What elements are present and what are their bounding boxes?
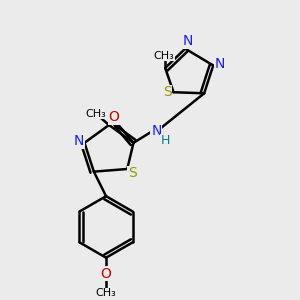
Text: H: H	[161, 134, 170, 147]
Text: N: N	[214, 57, 225, 71]
Text: CH₃: CH₃	[153, 51, 174, 61]
Text: S: S	[128, 167, 137, 180]
Text: S: S	[163, 85, 172, 99]
Text: CH₃: CH₃	[85, 109, 106, 119]
Text: O: O	[108, 110, 119, 124]
Text: O: O	[100, 267, 112, 281]
Text: N: N	[183, 34, 193, 48]
Text: N: N	[151, 124, 161, 137]
Text: N: N	[74, 134, 84, 148]
Text: CH₃: CH₃	[96, 288, 116, 298]
